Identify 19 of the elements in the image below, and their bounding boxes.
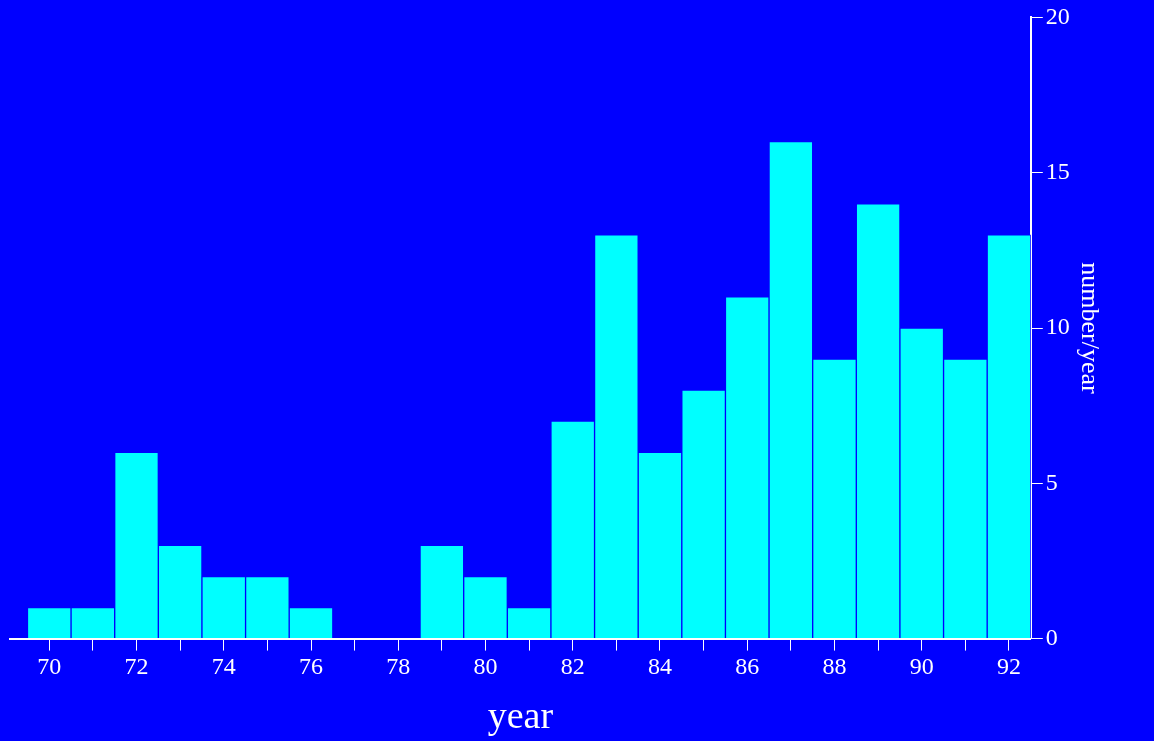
y-tick-label: 0	[1045, 623, 1058, 650]
y-tick-label: 15	[1045, 158, 1070, 184]
y-tick-label: 5	[1045, 468, 1058, 495]
x-tick-label: 76	[299, 653, 324, 680]
x-tick-label: 92	[996, 653, 1021, 680]
x-tick-label: 74	[211, 653, 236, 680]
x-tick-label: 88	[822, 653, 847, 680]
x-tick-label: 78	[386, 653, 411, 680]
x-tick-label: 82	[560, 653, 585, 680]
y-tick-label: 20	[1045, 2, 1070, 29]
x-tick-label: 90	[909, 653, 934, 680]
x-axis-title: year	[487, 694, 554, 737]
x-tick-label: 80	[473, 653, 498, 680]
x-tick-label: 70	[37, 653, 62, 680]
y-axis-title: number/year	[1075, 262, 1105, 395]
y-tick-label: 10	[1045, 313, 1070, 340]
x-tick-label: 84	[648, 653, 672, 680]
x-tick-label: 86	[735, 653, 760, 680]
x-tick-label: 72	[124, 653, 149, 680]
